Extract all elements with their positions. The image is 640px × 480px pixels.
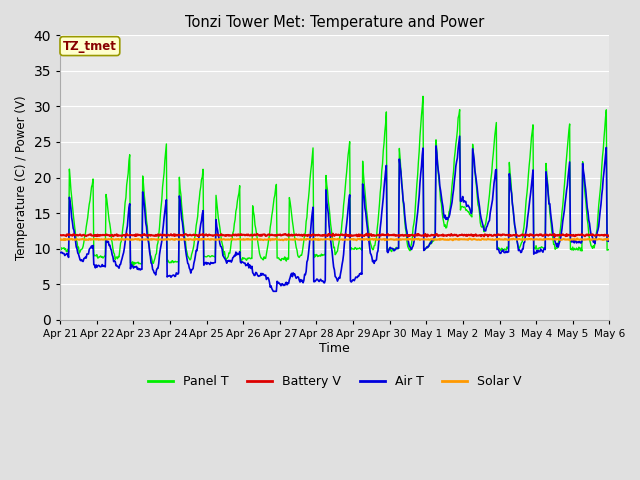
Text: TZ_tmet: TZ_tmet: [63, 39, 117, 53]
Y-axis label: Temperature (C) / Power (V): Temperature (C) / Power (V): [15, 95, 28, 260]
Title: Tonzi Tower Met: Temperature and Power: Tonzi Tower Met: Temperature and Power: [185, 15, 484, 30]
X-axis label: Time: Time: [319, 342, 350, 355]
Legend: Panel T, Battery V, Air T, Solar V: Panel T, Battery V, Air T, Solar V: [143, 370, 527, 393]
